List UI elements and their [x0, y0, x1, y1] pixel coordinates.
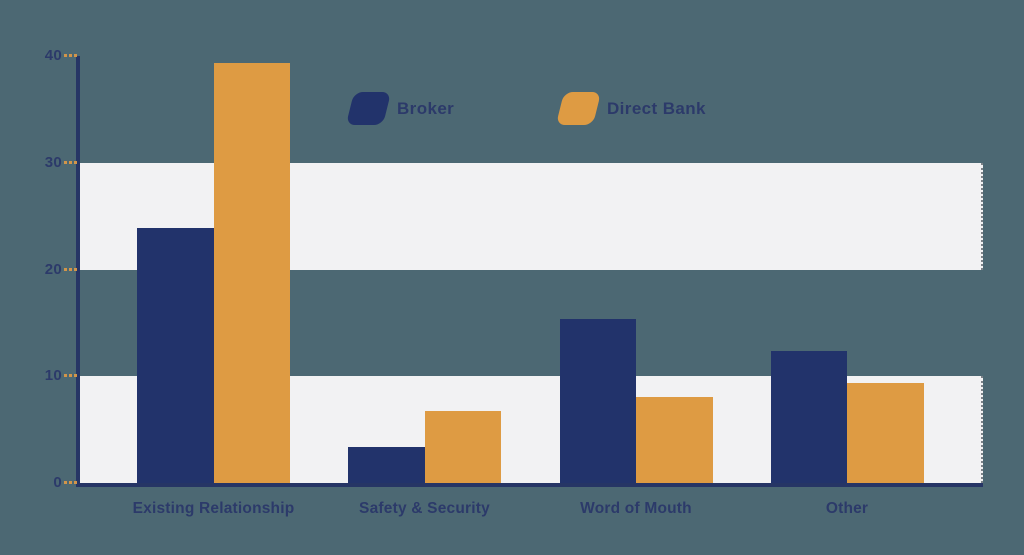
category-label-safety-security: Safety & Security: [359, 500, 490, 517]
bar-direct-bank-existing-relationship: [213, 63, 290, 483]
y-axis-label-10: 10: [44, 367, 62, 385]
legend-label-direct-bank: Direct Bank: [607, 98, 706, 118]
bar-broker-existing-relationship: [137, 227, 214, 483]
bar-direct-bank-word-of-mouth: [636, 396, 713, 483]
y-axis-tick-30: [64, 160, 77, 164]
category-label-word-of-mouth: Word of Mouth: [580, 500, 692, 517]
x-axis-line: [76, 483, 983, 487]
bar-broker-word-of-mouth: [559, 318, 636, 483]
category-label-other: Other: [825, 500, 869, 517]
y-axis-label-20: 20: [44, 260, 62, 278]
y-axis-label-30: 30: [44, 153, 62, 171]
y-axis-label-0: 0: [53, 474, 62, 491]
bar-broker-other: [770, 350, 847, 483]
y-axis-line: [76, 56, 80, 483]
bar-direct-bank-safety-security: [424, 411, 501, 483]
legend-swatch-broker-icon: [345, 92, 392, 125]
y-axis-label-40: 40: [44, 47, 62, 64]
legend-swatch-direct-bank-icon: [555, 92, 602, 125]
category-label-existing-relationship: Existing Relationship: [132, 500, 295, 517]
bar-broker-safety-security: [348, 446, 425, 483]
y-axis-tick-0: [64, 481, 77, 484]
legend-item-direct-bank: Direct Bank: [555, 92, 706, 125]
legend-item-broker: Broker: [345, 92, 455, 125]
y-axis-tick-10: [64, 374, 77, 378]
y-axis-tick-40: [64, 54, 77, 57]
y-axis-tick-20: [64, 267, 77, 271]
legend-label-broker: Broker: [397, 98, 455, 118]
bar-direct-bank-other: [847, 382, 924, 483]
